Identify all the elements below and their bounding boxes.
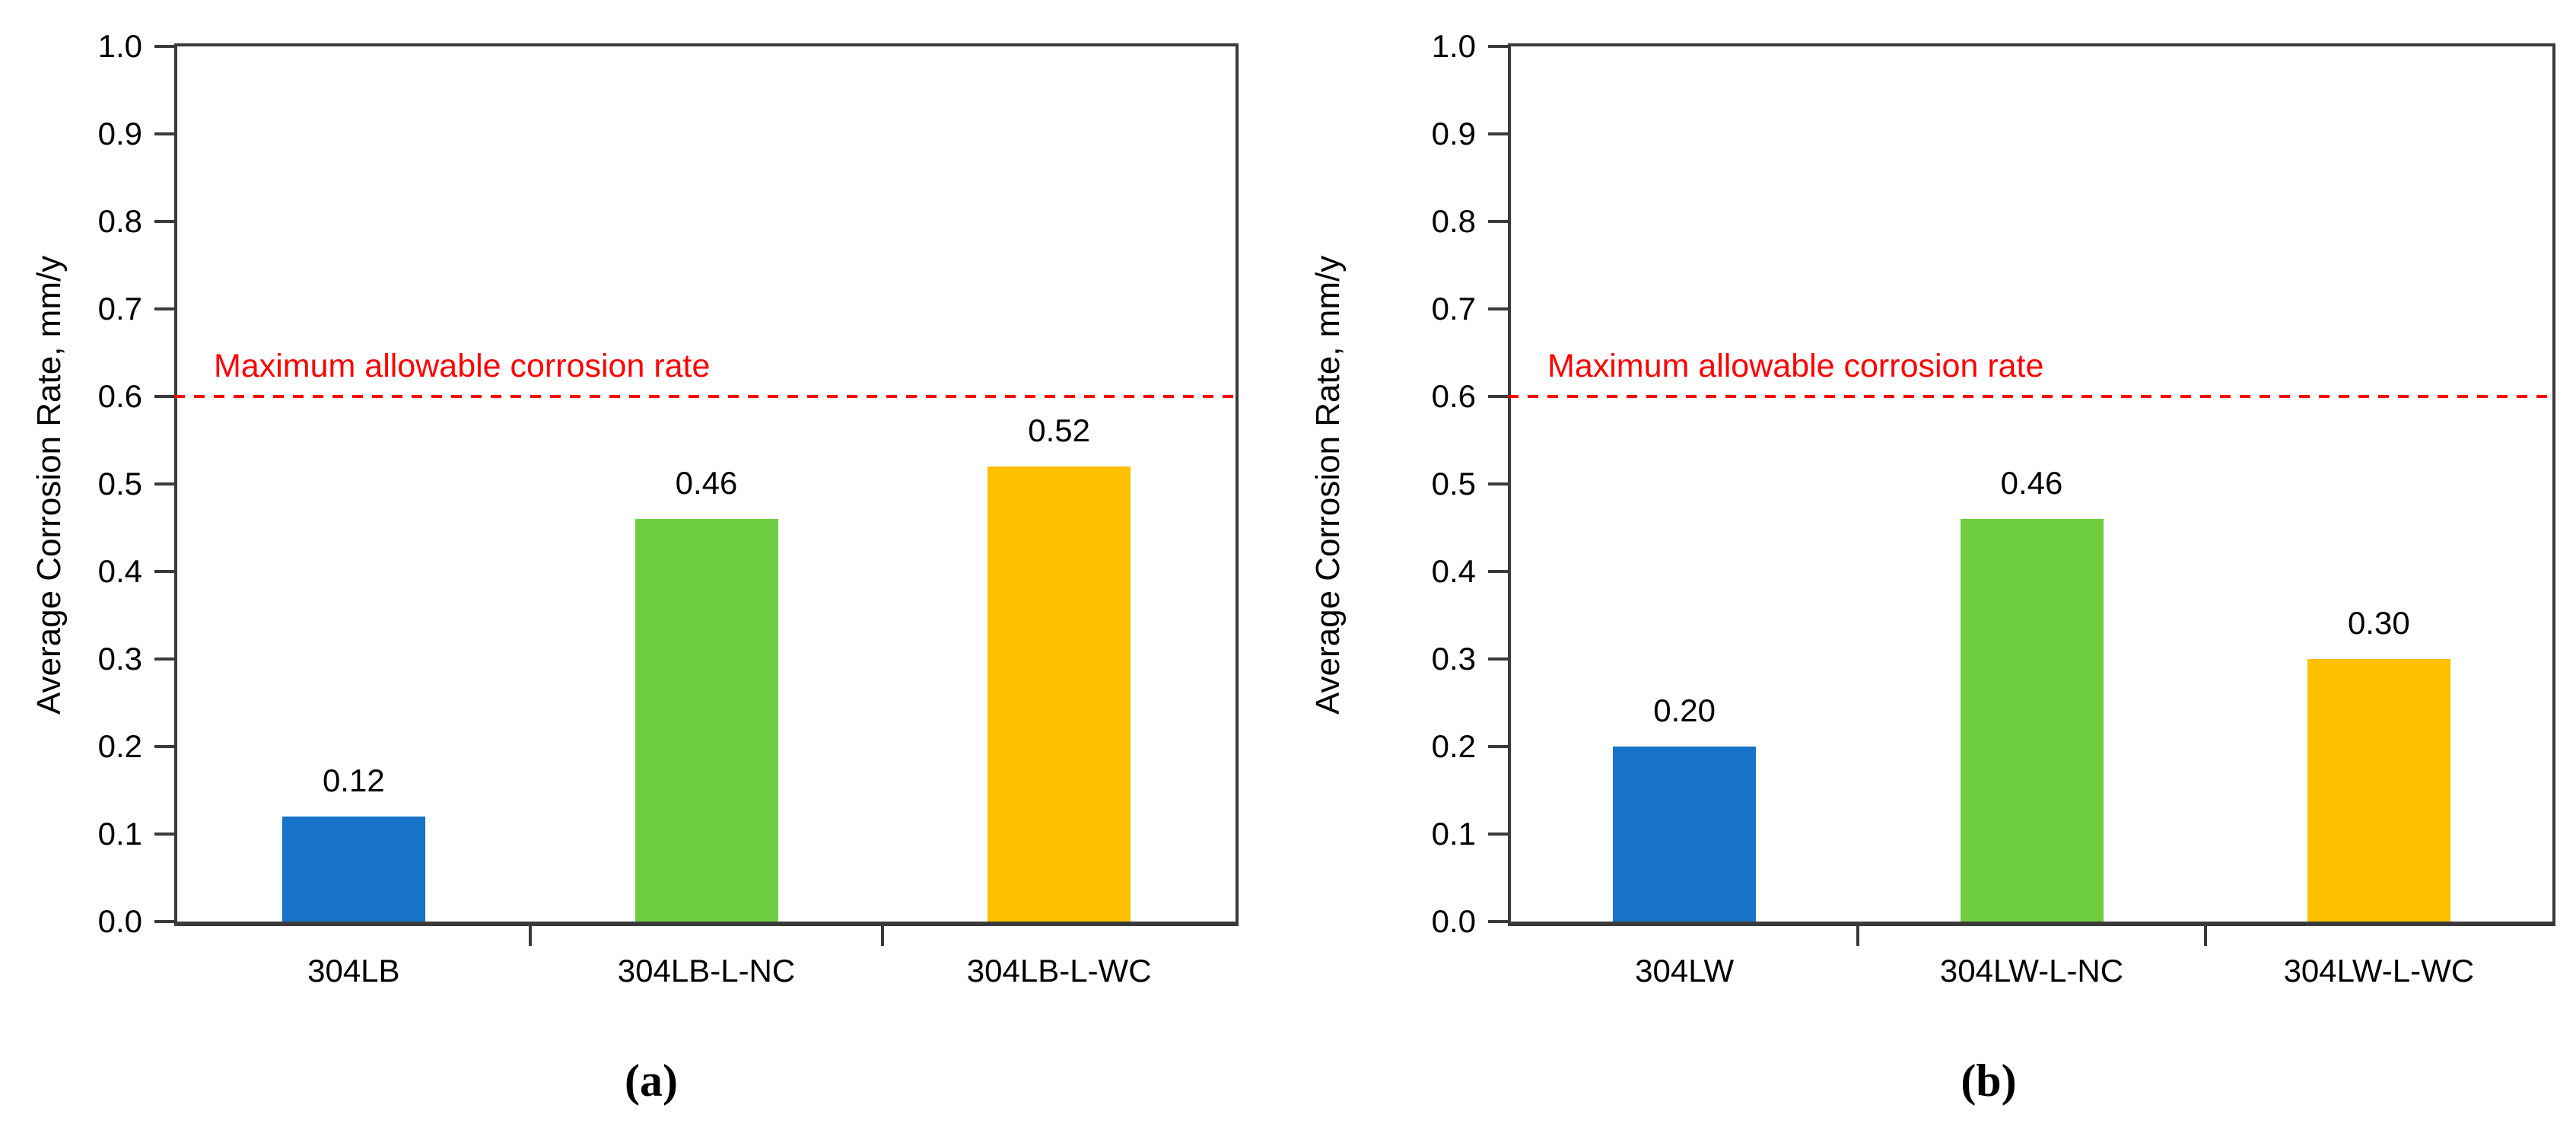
x-tick-mark bbox=[528, 926, 532, 946]
y-tick-label: 0.4 bbox=[97, 553, 142, 589]
y-tick-mark bbox=[154, 745, 174, 748]
y-tick-label: 0.2 bbox=[97, 728, 142, 764]
plot-area: 0.0 0.1 0.2 0.3 0.4 0.5 0.6 0.7 0.8 0.9 1.0 Maximu… bbox=[1432, 30, 2555, 987]
y-tick-mark bbox=[154, 395, 174, 398]
y-tick-mark bbox=[154, 220, 174, 223]
y-tick-mark bbox=[154, 307, 174, 310]
y-tick-mark bbox=[154, 482, 174, 486]
bar bbox=[1613, 747, 1757, 922]
reference-line bbox=[174, 395, 1239, 398]
y-tick-mark bbox=[1488, 307, 1508, 310]
y-tick-mark bbox=[1488, 395, 1508, 398]
plot-area: 0.0 0.1 0.2 0.3 0.4 0.5 0.6 0.7 0.8 0.9 1.0 Maximu… bbox=[98, 30, 1239, 987]
y-tick-label: 1.0 bbox=[97, 28, 142, 64]
y-tick-label: 0.9 bbox=[97, 116, 142, 151]
y-tick-label: 0.4 bbox=[1431, 553, 1476, 589]
y-tick-label: 0.6 bbox=[1431, 378, 1476, 414]
bar bbox=[634, 519, 778, 922]
y-axis-title: Average Corrosion Rate, mm/y bbox=[1309, 255, 1347, 715]
x-category-label: 304LW-L-NC bbox=[1939, 953, 2124, 989]
x-tick-mark bbox=[1856, 926, 1860, 946]
bar-value-label: 0.30 bbox=[2347, 605, 2410, 641]
y-tick-label: 0.1 bbox=[1431, 816, 1476, 852]
y-tick-label: 0.8 bbox=[97, 203, 142, 239]
reference-line-label: Maximum allowable corrosion rate bbox=[1547, 348, 2044, 384]
y-tick-label: 0.5 bbox=[97, 466, 142, 501]
bar bbox=[1960, 519, 2104, 922]
y-tick-label: 0.6 bbox=[97, 378, 142, 414]
y-tick-label: 0.3 bbox=[97, 641, 142, 677]
y-tick-label: 0.0 bbox=[1431, 903, 1476, 939]
y-tick-label: 0.0 bbox=[97, 903, 142, 939]
x-category-label: 304LW bbox=[1635, 953, 1735, 989]
y-tick-label: 1.0 bbox=[1431, 28, 1476, 64]
y-tick-mark bbox=[1488, 657, 1508, 661]
panel-caption: (a) bbox=[625, 1055, 678, 1106]
y-tick-mark bbox=[154, 657, 174, 661]
reference-line-label: Maximum allowable corrosion rate bbox=[214, 348, 711, 384]
x-tick-mark bbox=[881, 926, 885, 946]
y-tick-label: 0.5 bbox=[1431, 466, 1476, 501]
x-category-label: 304LB-L-WC bbox=[966, 953, 1152, 989]
y-tick-label: 0.9 bbox=[1431, 116, 1476, 151]
x-category-label: 304LB bbox=[307, 953, 400, 989]
bar-value-label: 0.20 bbox=[1653, 692, 1716, 728]
reference-line bbox=[1508, 395, 2555, 398]
bar-value-label: 0.52 bbox=[1028, 412, 1091, 448]
y-tick-label: 0.3 bbox=[1431, 641, 1476, 677]
chart-panel-b: Average Corrosion Rate, mm/y 0.0 0.1 0.2 0.… bbox=[1288, 0, 2576, 1143]
x-category-label: 304LW-L-WC bbox=[2283, 953, 2475, 989]
y-tick-mark bbox=[1488, 45, 1508, 48]
y-tick-mark bbox=[154, 570, 174, 573]
y-tick-mark bbox=[1488, 482, 1508, 486]
bar bbox=[281, 817, 425, 922]
y-tick-label: 0.2 bbox=[1431, 728, 1476, 764]
y-tick-label: 0.7 bbox=[97, 291, 142, 326]
x-tick-mark bbox=[2203, 926, 2207, 946]
y-tick-mark bbox=[1488, 833, 1508, 836]
y-tick-mark bbox=[1488, 920, 1508, 923]
y-tick-mark bbox=[154, 920, 174, 923]
y-tick-mark bbox=[1488, 132, 1508, 135]
y-tick-label: 0.1 bbox=[97, 816, 142, 852]
bar-value-label: 0.46 bbox=[675, 465, 738, 501]
y-tick-mark bbox=[1488, 220, 1508, 223]
bar bbox=[987, 466, 1131, 922]
y-tick-mark bbox=[154, 833, 174, 836]
y-tick-mark bbox=[1488, 570, 1508, 573]
bar-value-label: 0.46 bbox=[2000, 465, 2063, 501]
bar-value-label: 0.12 bbox=[322, 763, 385, 798]
panel-caption: (b) bbox=[1961, 1055, 2017, 1106]
chart-panel-a: Average Corrosion Rate, mm/y 0.0 0.1 0.2 0.… bbox=[30, 30, 1239, 1106]
y-tick-mark bbox=[1488, 745, 1508, 748]
y-tick-label: 0.8 bbox=[1431, 203, 1476, 239]
y-tick-mark bbox=[154, 45, 174, 48]
y-axis-title: Average Corrosion Rate, mm/y bbox=[30, 255, 68, 715]
y-tick-label: 0.7 bbox=[1431, 291, 1476, 326]
x-category-label: 304LB-L-NC bbox=[617, 953, 796, 989]
bar bbox=[2307, 659, 2450, 922]
y-tick-mark bbox=[154, 132, 174, 135]
